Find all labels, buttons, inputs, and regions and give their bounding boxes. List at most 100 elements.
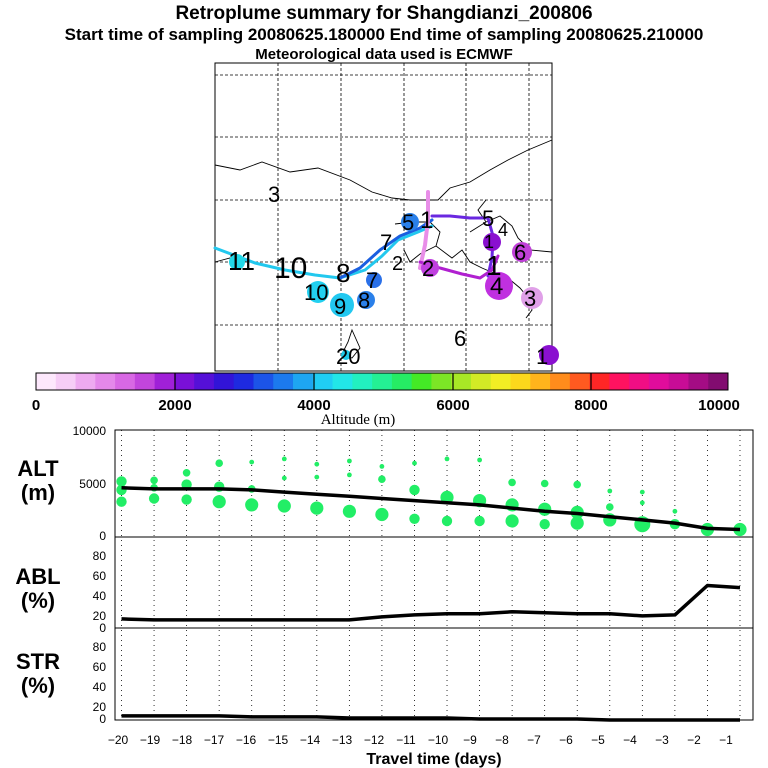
cluster-point bbox=[505, 514, 519, 528]
colorbar-swatch bbox=[668, 373, 689, 390]
cluster-point bbox=[474, 515, 485, 527]
str-label-bottom: (%) bbox=[21, 673, 55, 698]
colorbar-swatch bbox=[629, 373, 650, 390]
marker-circle-4 bbox=[485, 272, 513, 300]
chart-title: Retroplume summary for Shangdianzi_20080… bbox=[175, 3, 593, 24]
marker-circle-8 bbox=[357, 291, 375, 309]
colorbar-tick-0: 0 bbox=[32, 397, 40, 414]
alt-tick-10000: 10000 bbox=[73, 424, 107, 438]
cluster-point bbox=[607, 488, 613, 494]
map-label-5: 5 bbox=[402, 210, 414, 235]
cluster-point bbox=[314, 474, 320, 480]
colorbar-swatch bbox=[273, 373, 294, 390]
x-tick-m20: −20 bbox=[108, 733, 129, 747]
colorbar-tick-8000: 8000 bbox=[574, 397, 607, 414]
map-label-6b: 6 bbox=[454, 326, 466, 351]
colorbar-swatch bbox=[293, 373, 314, 390]
str-tick-20: 20 bbox=[93, 700, 107, 714]
colorbar-swatch bbox=[253, 373, 274, 390]
alt-tick-0: 0 bbox=[99, 529, 106, 543]
cluster-point bbox=[412, 460, 417, 466]
cluster-point bbox=[570, 516, 584, 530]
colorbar-tick-10000: 10000 bbox=[698, 397, 740, 414]
map-label-8: 8 bbox=[358, 288, 370, 313]
cluster-point bbox=[215, 459, 223, 468]
x-axis-label: Travel time (days) bbox=[366, 751, 501, 768]
trajectory-pink bbox=[418, 190, 430, 270]
cluster-point bbox=[277, 499, 291, 513]
x-tick-m1: −1 bbox=[719, 733, 733, 747]
cluster-point bbox=[378, 475, 386, 484]
map-label-1a: 1 bbox=[484, 232, 494, 252]
sampling-times: Start time of sampling 20080625.180000 E… bbox=[64, 25, 704, 44]
colorbar-swatch bbox=[470, 373, 492, 390]
colorbar-tick-4000: 4000 bbox=[297, 397, 330, 414]
colorbar-tick-2000: 2000 bbox=[158, 397, 191, 414]
x-tick-m19: −19 bbox=[140, 733, 161, 747]
cluster-point bbox=[573, 480, 581, 489]
colorbar-swatch bbox=[411, 373, 432, 390]
trajectory-map: 4 3 6 1 1 1 2 5 5 4 7 7 8 8 9 10 10 11 2… bbox=[213, 62, 559, 372]
cluster-point bbox=[314, 461, 320, 467]
marker-labels: 4 3 6 1 1 1 2 5 5 4 7 7 8 8 9 10 10 11 2… bbox=[228, 182, 548, 369]
x-tick-m17: −17 bbox=[204, 733, 225, 747]
x-tick-m8: −8 bbox=[495, 733, 509, 747]
colorbar-swatch bbox=[55, 373, 76, 390]
colorbar-swatch bbox=[213, 373, 235, 390]
cluster-point bbox=[639, 489, 645, 495]
x-tick-m18: −18 bbox=[172, 733, 193, 747]
colorbar-tick-6000: 6000 bbox=[436, 397, 469, 414]
cluster-point bbox=[116, 476, 127, 487]
x-tick-m12: −12 bbox=[364, 733, 385, 747]
colorbar-swatch bbox=[174, 373, 195, 390]
map-label-1c: 1 bbox=[486, 250, 502, 281]
colorbar-swatch bbox=[134, 373, 156, 390]
map-label-1d: 1 bbox=[420, 207, 433, 234]
colorbar-swatch bbox=[372, 373, 393, 390]
marker-circle-1b bbox=[539, 345, 559, 365]
str-label-top: STR bbox=[16, 649, 60, 674]
marker-circle-1a bbox=[483, 233, 501, 251]
cluster-point bbox=[409, 513, 420, 524]
colorbar-swatch bbox=[648, 373, 670, 390]
colorbar-label: Altitude (m) bbox=[321, 412, 396, 428]
cluster-point bbox=[508, 478, 516, 487]
cluster-point bbox=[148, 493, 160, 504]
cluster-point bbox=[212, 495, 226, 509]
alt-label-bottom: (m) bbox=[21, 480, 55, 505]
colorbar-swatch bbox=[233, 373, 254, 390]
colorbar-swatch bbox=[95, 373, 116, 390]
marker-circle-2 bbox=[421, 259, 439, 277]
alt-label-top: ALT bbox=[17, 456, 59, 481]
str-tick-60: 60 bbox=[93, 660, 107, 674]
abl-line bbox=[121, 583, 741, 622]
marker-circle-11 bbox=[229, 254, 245, 270]
map-label-3b: 3 bbox=[268, 182, 280, 207]
cluster-point bbox=[347, 458, 352, 464]
cluster-point bbox=[540, 479, 549, 488]
x-tick-m4: −4 bbox=[623, 733, 637, 747]
x-tick-m11: −11 bbox=[396, 733, 416, 747]
abl-tick-20: 20 bbox=[93, 609, 107, 623]
map-label-8b: 8 bbox=[336, 258, 350, 288]
cluster-point bbox=[182, 469, 191, 477]
map-label-4b: 4 bbox=[498, 220, 508, 240]
map-label-1b: 1 bbox=[536, 344, 548, 369]
map-label-7: 7 bbox=[366, 268, 378, 293]
vertical-dotted-gridlines bbox=[121, 430, 741, 720]
colorbar-swatch bbox=[550, 373, 571, 390]
altitude-colorbar bbox=[35, 372, 729, 391]
colorbar-swatch bbox=[609, 373, 630, 390]
cluster-point bbox=[342, 504, 356, 518]
marker-circle-10 bbox=[307, 281, 329, 303]
abl-tick-40: 40 bbox=[93, 589, 107, 603]
colorbar-swatch bbox=[332, 373, 353, 390]
met-data-note: Meteorological data used is ECMWF bbox=[255, 46, 513, 63]
map-label-2: 2 bbox=[422, 256, 434, 281]
x-tick-m5: −5 bbox=[591, 733, 605, 747]
str-tick-80: 80 bbox=[93, 640, 107, 654]
cluster-point bbox=[116, 496, 127, 507]
cluster-point bbox=[539, 519, 550, 530]
cluster-point bbox=[310, 501, 324, 515]
cluster-point bbox=[606, 503, 614, 511]
